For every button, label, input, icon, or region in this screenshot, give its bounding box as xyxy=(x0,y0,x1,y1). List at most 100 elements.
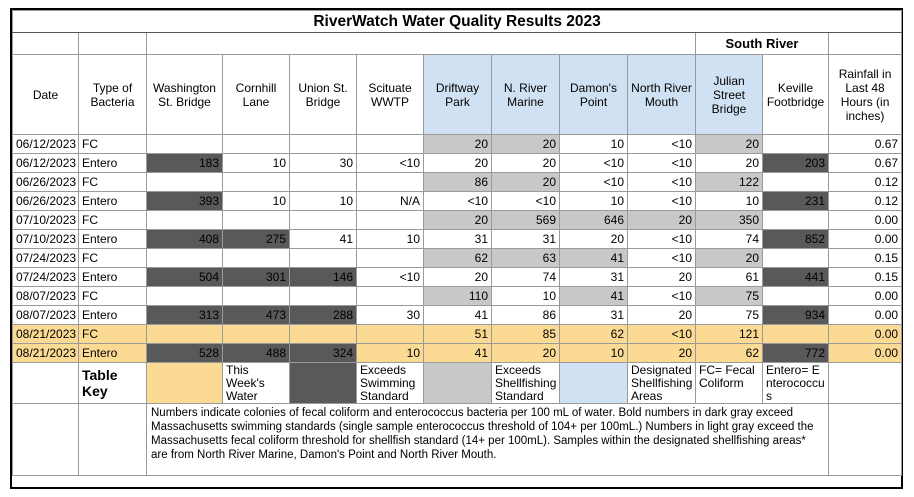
count-cell: 41 xyxy=(423,343,492,363)
count-cell: <10 xyxy=(559,153,628,173)
count-cell: 852 xyxy=(762,229,829,249)
count-cell: <10 xyxy=(627,229,696,249)
count-cell: 110 xyxy=(423,286,492,306)
table-row: 08/07/2023 FC 110 10 41 <10 75 0.00 xyxy=(12,286,903,306)
count-cell: 203 xyxy=(762,153,829,173)
count-cell: 10 xyxy=(222,153,290,173)
count-cell: 20 xyxy=(491,343,560,363)
column-header-n-river-marine: N. River Marine xyxy=(491,54,560,135)
date-cell: 06/26/2023 xyxy=(12,172,79,192)
count-cell xyxy=(222,134,290,154)
count-cell: 646 xyxy=(559,210,628,230)
bacteria-type-cell: Entero xyxy=(78,267,147,287)
count-cell xyxy=(222,210,290,230)
note-spacer xyxy=(12,403,79,476)
count-cell: 10 xyxy=(559,134,628,154)
count-cell xyxy=(222,172,290,192)
rainfall-cell: 0.67 xyxy=(827,134,903,154)
count-cell: 20 xyxy=(423,267,492,287)
count-cell: 934 xyxy=(762,305,829,325)
column-header-damons-point: Damon's Point xyxy=(559,54,628,135)
count-cell: 10 xyxy=(356,229,424,249)
key-text-this-week: This Week's Water xyxy=(222,362,290,404)
count-cell xyxy=(762,324,829,344)
count-cell: 30 xyxy=(356,305,424,325)
date-cell: 07/24/2023 xyxy=(12,248,79,268)
count-cell xyxy=(289,286,357,306)
column-header-driftway-park: Driftway Park xyxy=(423,54,492,135)
south-river-group-label: South River xyxy=(695,32,829,55)
count-cell xyxy=(289,172,357,192)
count-cell: 74 xyxy=(695,229,763,249)
table-row: 08/21/2023 Entero 528 488 324 10 41 20 10 20 62 772… xyxy=(12,343,903,363)
date-cell: 06/12/2023 xyxy=(12,153,79,173)
table-row: 06/26/2023 Entero 393 10 10 N/A <10 <10 10 <10 10 2… xyxy=(12,191,903,211)
count-cell: 10 xyxy=(559,343,628,363)
key-spacer xyxy=(827,362,903,404)
column-header-date: Date xyxy=(12,54,79,135)
count-cell xyxy=(146,172,223,192)
count-cell: 86 xyxy=(491,305,560,325)
count-cell: 41 xyxy=(423,305,492,325)
date-cell: 08/21/2023 xyxy=(12,324,79,344)
count-cell: 10 xyxy=(695,191,763,211)
count-cell: 41 xyxy=(289,229,357,249)
count-cell: <10 xyxy=(356,267,424,287)
table-row: 06/12/2023 FC 20 20 10 <10 20 0.67 xyxy=(12,134,903,154)
count-cell: 20 xyxy=(491,153,560,173)
count-cell: <10 xyxy=(627,191,696,211)
count-cell xyxy=(762,210,829,230)
count-cell xyxy=(222,324,290,344)
key-text-enterococcus: Entero= Enterococcus xyxy=(762,362,829,404)
key-swatch-this-week xyxy=(146,362,223,404)
count-cell: 20 xyxy=(559,229,628,249)
count-cell xyxy=(356,286,424,306)
count-cell xyxy=(146,248,223,268)
bacteria-type-cell: FC xyxy=(78,210,147,230)
count-cell: 62 xyxy=(695,343,763,363)
header-spacer xyxy=(78,32,147,55)
count-cell: 275 xyxy=(222,229,290,249)
column-header-scituate-wwtp: Scituate WWTP xyxy=(356,54,424,135)
count-cell: 441 xyxy=(762,267,829,287)
count-cell: 41 xyxy=(559,248,628,268)
table-row: 07/24/2023 FC 62 63 41 <10 20 0.15 xyxy=(12,248,903,268)
table-title: RiverWatch Water Quality Results 2023 xyxy=(11,10,903,33)
count-cell: 31 xyxy=(559,267,628,287)
count-cell xyxy=(222,286,290,306)
count-cell: <10 xyxy=(627,153,696,173)
bacteria-type-cell: FC xyxy=(78,172,147,192)
count-cell: 20 xyxy=(695,134,763,154)
count-cell: 121 xyxy=(695,324,763,344)
count-cell: 30 xyxy=(289,153,357,173)
rainfall-cell: 0.00 xyxy=(827,324,903,344)
count-cell: 569 xyxy=(491,210,560,230)
count-cell: 20 xyxy=(627,343,696,363)
table-row: 07/24/2023 Entero 504 301 146 <10 20 74 31 20 61 44… xyxy=(12,267,903,287)
count-cell xyxy=(222,248,290,268)
count-cell: 20 xyxy=(423,153,492,173)
count-cell xyxy=(356,210,424,230)
count-cell xyxy=(289,324,357,344)
count-cell: 20 xyxy=(627,305,696,325)
count-cell: 20 xyxy=(423,134,492,154)
count-cell: 473 xyxy=(222,305,290,325)
count-cell: 324 xyxy=(289,343,357,363)
count-cell: 74 xyxy=(491,267,560,287)
count-cell: 231 xyxy=(762,191,829,211)
key-text-fecal-coliform: FC= Fecal Coliform xyxy=(695,362,763,404)
count-cell: 85 xyxy=(491,324,560,344)
count-cell: 10 xyxy=(222,191,290,211)
count-cell: <10 xyxy=(423,191,492,211)
column-header-washington-st-bridge: Washington St. Bridge xyxy=(146,54,223,135)
count-cell: <10 xyxy=(627,172,696,192)
count-cell: 75 xyxy=(695,305,763,325)
column-header-julian-street-bridge: Julian Street Bridge xyxy=(695,54,763,135)
bacteria-type-cell: Entero xyxy=(78,343,147,363)
count-cell xyxy=(762,286,829,306)
note-spacer xyxy=(827,403,903,476)
count-cell: 31 xyxy=(491,229,560,249)
count-cell xyxy=(146,210,223,230)
rainfall-cell: 0.12 xyxy=(827,191,903,211)
rainfall-cell: 0.15 xyxy=(827,267,903,287)
